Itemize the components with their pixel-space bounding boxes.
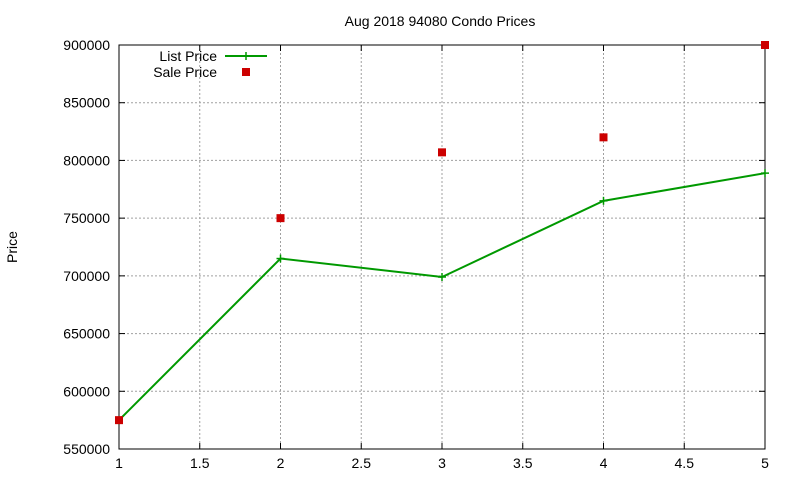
series — [115, 41, 769, 425]
x-tick-label: 3.5 — [513, 455, 533, 471]
y-axis-label: Price — [4, 231, 20, 263]
grid-lines — [119, 45, 765, 449]
x-tick-label: 5 — [761, 455, 769, 471]
y-tick-label: 650000 — [63, 326, 110, 342]
data-point-list-price — [276, 254, 285, 263]
data-point-list-price — [438, 273, 446, 282]
y-tick-label: 800000 — [63, 152, 110, 168]
series-sale-price — [115, 41, 769, 425]
tick-labels: 1 1.5 2 2.5 3 3.5 4 4.5 5 550000 600000 650000 70000… — [63, 37, 769, 471]
y-tick-label: 550000 — [63, 441, 110, 457]
x-tick-label: 4 — [600, 455, 608, 471]
x-tick-label: 4.5 — [675, 455, 695, 471]
x-tick-label: 2.5 — [352, 455, 372, 471]
data-point-list-price — [599, 196, 608, 205]
y-tick-label: 750000 — [63, 210, 110, 226]
data-point-sale-price — [761, 41, 769, 49]
data-point-sale-price — [599, 133, 608, 142]
data-point-sale-price — [276, 214, 285, 223]
y-tick-label: 850000 — [63, 95, 110, 111]
data-point-sale-price — [438, 148, 446, 157]
x-tick-label: 1.5 — [190, 455, 210, 471]
plot-frame — [118, 44, 766, 450]
y-tick-label: 600000 — [63, 383, 110, 399]
x-tick-label: 2 — [277, 455, 285, 471]
x-tick-label: 1 — [115, 455, 123, 471]
legend-label-sale-price: Sale Price — [153, 64, 217, 80]
legend-marker-sale-price — [242, 68, 250, 76]
data-point-list-price — [761, 169, 769, 178]
x-tick-label: 3 — [438, 455, 446, 471]
y-tick-label: 900000 — [63, 37, 110, 53]
data-point-sale-price — [115, 416, 123, 425]
legend-marker-list-price — [242, 52, 250, 60]
y-tick-label: 700000 — [63, 268, 110, 284]
chart-title: Aug 2018 94080 Condo Prices — [345, 13, 536, 29]
legend-label-list-price: List Price — [159, 48, 217, 64]
